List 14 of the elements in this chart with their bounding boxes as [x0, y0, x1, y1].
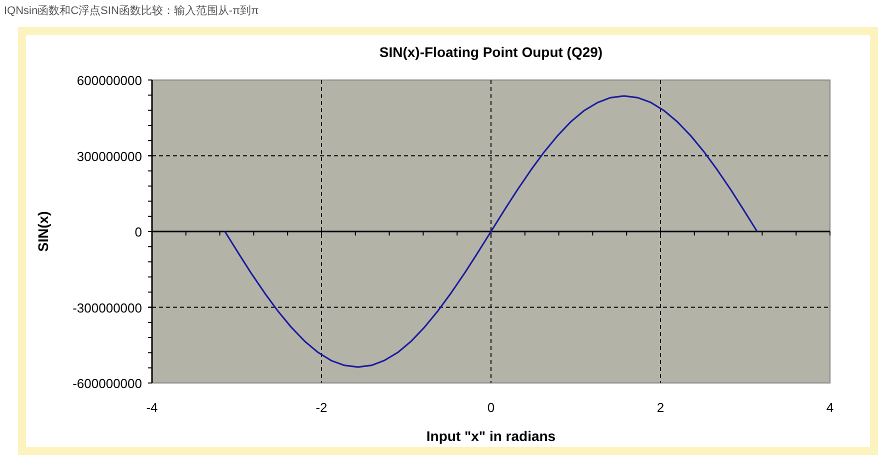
text: IQNsin函数和C浮点SIN函数比较：输入范围从-π到π — [4, 4, 260, 17]
x-tick-label: 0 — [487, 400, 495, 415]
y-tick-label: -600000000 — [72, 376, 142, 391]
x-tick-label: -2 — [316, 400, 328, 415]
x-tick-label: -4 — [146, 400, 158, 415]
x-axis-title: Input "x" in radians — [426, 428, 556, 444]
y-tick-label: 600000000 — [76, 73, 142, 88]
chart-title: SIN(x)-Floating Point Ouput (Q29) — [379, 44, 603, 60]
x-tick-label: 2 — [656, 400, 664, 415]
y-tick-label: -300000000 — [72, 300, 142, 316]
x-tick-label: 4 — [826, 400, 834, 415]
y-tick-label: 0 — [134, 224, 142, 240]
y-axis-title: SIN(x) — [35, 211, 51, 252]
y-tick-label: 300000000 — [76, 148, 142, 164]
